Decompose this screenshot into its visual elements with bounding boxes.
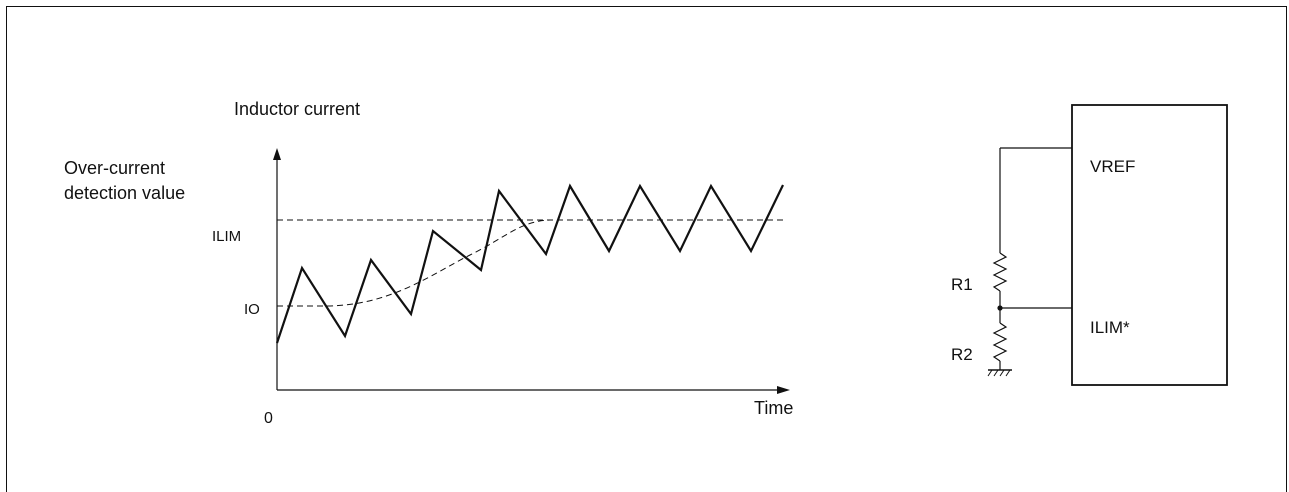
vref-pin-label: VREF: [1090, 157, 1135, 176]
figure-frame: [6, 6, 1287, 492]
x-axis-label: Time: [754, 398, 793, 418]
ilim-pin-label: ILIM*: [1090, 318, 1130, 337]
current-graph: Inductor current Over-current detection …: [64, 99, 793, 427]
ocd-label-line1: Over-current: [64, 158, 165, 178]
ic-block: [1071, 104, 1228, 386]
r1-label: R1: [951, 275, 973, 294]
r2-label: R2: [951, 345, 973, 364]
x-axis-arrow: [777, 386, 790, 394]
y-axis-arrow: [273, 148, 281, 160]
ground-icon: [987, 369, 1012, 377]
divider-circuit: VREF ILIM* R1 R2: [951, 104, 1228, 386]
r2-resistor: [992, 322, 1008, 362]
io-level-label: IO: [244, 301, 260, 318]
ilim-level-label: ILIM: [212, 228, 241, 245]
ocd-label-line2: detection value: [64, 183, 185, 203]
average-current-curve: [277, 219, 551, 307]
inductor-current-waveform: [275, 183, 784, 344]
r1-resistor: [992, 252, 1008, 292]
y-axis-label: Inductor current: [234, 99, 360, 119]
origin-label: 0: [264, 410, 273, 427]
